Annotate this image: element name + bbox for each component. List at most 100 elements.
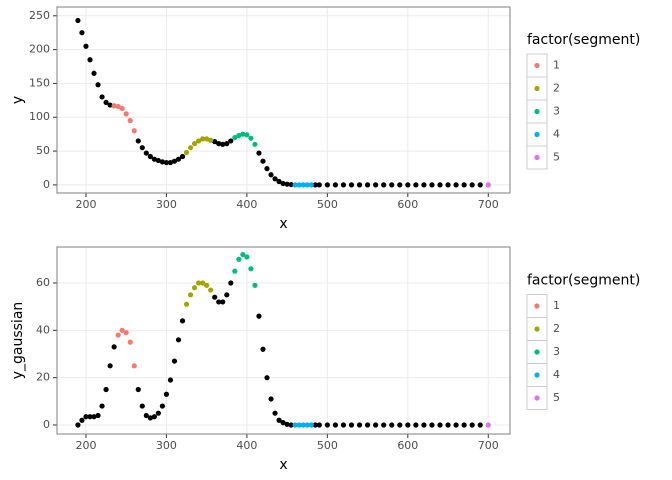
point	[300, 422, 306, 428]
point	[187, 145, 194, 151]
point	[340, 182, 347, 188]
point	[159, 403, 166, 409]
point	[248, 266, 254, 272]
point	[252, 141, 258, 147]
point	[364, 182, 371, 188]
point	[324, 182, 330, 188]
point	[421, 182, 427, 188]
legend-label: 4	[553, 128, 560, 141]
x-tick-label: 200	[75, 439, 96, 452]
point	[240, 131, 246, 137]
legend-symbol	[534, 85, 540, 92]
point	[208, 287, 214, 293]
point	[191, 285, 198, 291]
point	[272, 176, 278, 182]
point	[139, 145, 145, 151]
y-axis-title: y_gaussian	[10, 302, 26, 380]
point	[143, 412, 149, 419]
point	[163, 391, 170, 397]
point	[204, 136, 210, 142]
x-tick-label: 700	[478, 439, 499, 452]
point	[356, 422, 363, 428]
point	[167, 377, 174, 383]
y-tick-label: 0	[43, 418, 50, 431]
point	[268, 396, 274, 402]
point	[248, 135, 254, 141]
point	[163, 159, 170, 166]
point	[171, 358, 178, 364]
point	[280, 420, 286, 426]
point	[272, 410, 278, 416]
point	[485, 422, 491, 428]
point	[75, 17, 81, 24]
point	[244, 132, 250, 138]
point	[373, 422, 379, 428]
point	[196, 138, 202, 144]
point	[179, 153, 186, 160]
point	[244, 254, 250, 260]
point	[212, 138, 218, 145]
point	[429, 182, 435, 188]
point	[324, 422, 330, 428]
point	[103, 386, 109, 393]
y-tick-label: 100	[29, 110, 50, 123]
point	[308, 422, 314, 428]
point	[332, 422, 338, 428]
legend-symbol	[534, 62, 540, 69]
point	[75, 422, 81, 428]
y-tick-label: 20	[36, 371, 50, 384]
point	[308, 182, 314, 188]
point	[312, 182, 318, 188]
point	[296, 422, 302, 428]
point	[485, 182, 491, 188]
point	[397, 422, 403, 428]
point	[268, 172, 274, 178]
point	[276, 417, 282, 423]
point	[127, 118, 133, 124]
point	[397, 182, 403, 188]
point	[183, 149, 190, 156]
legend-title: factor(segment)	[527, 273, 640, 289]
point	[284, 421, 290, 427]
point	[83, 414, 89, 420]
point	[191, 141, 198, 147]
point	[453, 422, 459, 428]
point	[296, 182, 302, 188]
point	[143, 150, 149, 156]
panel	[57, 247, 510, 434]
point	[135, 138, 141, 144]
x-tick-label: 500	[317, 198, 338, 211]
point	[79, 30, 85, 36]
point	[437, 422, 443, 428]
legend-label: 2	[553, 82, 560, 95]
point	[316, 422, 322, 428]
point	[167, 159, 174, 166]
x-tick-label: 200	[75, 198, 96, 211]
point	[119, 105, 125, 112]
point	[224, 141, 230, 147]
legend-symbol	[534, 326, 540, 332]
x-tick-label: 400	[236, 198, 257, 211]
point	[123, 111, 129, 117]
x-tick-label: 400	[236, 439, 257, 452]
panel-border	[56, 6, 511, 194]
point	[115, 103, 121, 110]
point	[83, 43, 89, 49]
point	[381, 182, 387, 188]
point	[381, 422, 387, 428]
point	[216, 141, 222, 147]
y-tick-label: 200	[29, 43, 50, 56]
point	[196, 280, 202, 286]
point	[224, 292, 230, 298]
point	[87, 57, 93, 63]
x-tick-label: 300	[156, 198, 177, 211]
point	[111, 103, 117, 109]
point	[171, 158, 178, 164]
point	[477, 182, 483, 188]
x-tick-label: 700	[478, 198, 499, 211]
point	[437, 182, 443, 188]
point	[312, 422, 318, 428]
legend-label: 4	[553, 368, 560, 381]
legend-label: 5	[553, 391, 560, 404]
